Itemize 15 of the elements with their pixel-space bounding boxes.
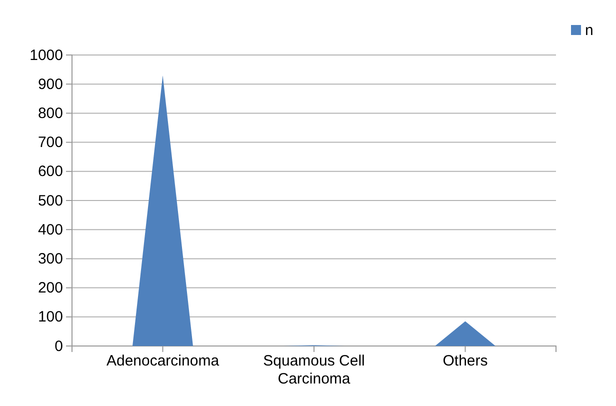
legend-label: n (585, 22, 594, 39)
x-tick-label: Squamous Cell Carcinoma (263, 352, 365, 388)
y-tick-label: 0 (54, 338, 63, 355)
y-tick-label: 1000 (30, 46, 63, 64)
y-tick-label: 500 (38, 192, 63, 210)
x-tick-label: Others (442, 352, 488, 370)
x-tick-label: Adenocarcinoma (106, 352, 220, 370)
y-tick-label: 100 (38, 308, 63, 326)
y-tick-label: 300 (38, 250, 63, 268)
y-tick-label: 700 (38, 134, 63, 152)
y-tick-label: 400 (38, 221, 63, 238)
y-tick-label: 800 (38, 105, 63, 122)
y-tick-label: 200 (38, 280, 63, 297)
y-tick-label: 600 (38, 163, 63, 180)
y-tick-label: 900 (38, 76, 63, 93)
